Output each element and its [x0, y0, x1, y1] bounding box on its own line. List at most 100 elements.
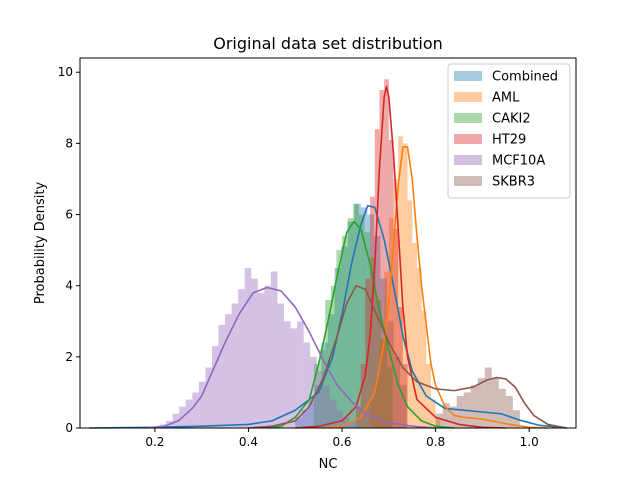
histogram-bar — [270, 271, 278, 428]
histogram-bar — [251, 278, 258, 428]
legend-swatch — [454, 155, 482, 165]
histogram-bar — [205, 367, 212, 428]
histogram-bar — [172, 413, 180, 428]
histogram-bar — [456, 395, 464, 428]
histogram-bar — [347, 221, 355, 428]
histogram-bar — [321, 342, 328, 428]
histogram-bar — [435, 417, 441, 428]
histogram-bar — [192, 392, 199, 428]
histogram-bar — [388, 139, 394, 428]
x-axis-label: NC — [319, 457, 338, 472]
histogram-bar — [398, 307, 403, 428]
kde-line-aml — [323, 146, 548, 429]
histogram-bar — [407, 200, 413, 428]
histogram-bar — [398, 136, 403, 428]
histogram-bar — [290, 328, 298, 428]
y-tick-label: 8 — [65, 136, 73, 150]
x-tick-label: 0.6 — [332, 435, 351, 449]
histogram-bar — [393, 356, 401, 428]
y-axis-ticks: 0 2 4 6 8 10 — [58, 65, 80, 435]
legend-swatch — [454, 134, 482, 144]
legend-swatch — [454, 71, 482, 81]
histogram-bar — [313, 363, 320, 428]
histogram-bar — [402, 363, 408, 428]
histogram-bar — [319, 349, 326, 428]
histogram-bar — [498, 388, 506, 428]
histogram-bar — [470, 385, 478, 428]
histogram-bar — [412, 243, 417, 428]
x-tick-label: 1.0 — [520, 435, 539, 449]
chart-title: Original data set distribution — [213, 34, 443, 53]
x-tick-label: 0.2 — [145, 435, 164, 449]
histogram-bar — [328, 314, 335, 428]
y-tick-label: 2 — [65, 350, 73, 364]
legend-label: SKBR3 — [492, 175, 535, 190]
legend-swatch — [454, 92, 482, 102]
bars-aml — [370, 136, 441, 428]
legend-label: CAKI2 — [492, 112, 531, 127]
kde-line-skbr3 — [248, 284, 567, 429]
legend-box — [447, 63, 571, 199]
histogram-bar — [257, 292, 265, 428]
histogram-bar — [384, 271, 389, 428]
histogram-bar — [303, 342, 311, 428]
histogram-bar — [301, 410, 309, 428]
legend-label: Combined — [492, 70, 558, 85]
histogram-bar — [393, 178, 399, 428]
histogram-bar — [353, 203, 359, 428]
histogram-bar — [421, 310, 427, 428]
histogram-bar — [379, 339, 385, 428]
kde-curves — [89, 85, 567, 429]
histogram-bar — [347, 218, 354, 428]
histogram-bar — [244, 267, 252, 428]
histogram-bar — [360, 363, 366, 428]
y-tick-label: 6 — [65, 208, 73, 222]
histogram-bar — [364, 232, 371, 428]
bars-mcf10a — [159, 267, 357, 428]
histogram-bar — [316, 371, 324, 428]
histogram-bar — [373, 235, 381, 428]
histogram-bar — [336, 250, 343, 428]
x-tick-label: 0.8 — [426, 435, 445, 449]
histogram-bar — [442, 403, 450, 428]
histogram-bar — [330, 285, 337, 428]
y-tick-label: 0 — [65, 421, 73, 435]
histogram-bar — [238, 289, 245, 428]
histogram-bar — [284, 321, 291, 428]
histogram-bar — [430, 399, 436, 428]
histogram-bar — [329, 399, 337, 428]
histogram-bar — [225, 314, 232, 428]
histogram-bar — [386, 367, 393, 428]
x-tick-label: 0.4 — [239, 435, 258, 449]
histogram-bar — [370, 257, 376, 428]
histogram-bar — [380, 278, 387, 428]
histogram-bar — [323, 385, 330, 428]
legend: Combined AML CAKI2 HT29 MCF10A SKBR3 — [447, 63, 571, 199]
histogram-bar — [484, 367, 492, 428]
legend-label: MCF10A — [492, 154, 545, 169]
histogram-bar — [342, 417, 350, 428]
histogram-bar — [381, 339, 387, 428]
histogram-bar — [505, 395, 513, 428]
plot-frame — [79, 57, 577, 429]
histogram-bar — [277, 303, 285, 428]
histogram-bar — [426, 363, 431, 428]
histogram-bar — [314, 385, 322, 428]
histogram-bar — [370, 196, 375, 428]
kde-line-caki2 — [267, 220, 455, 429]
histogram-bar — [393, 228, 399, 428]
histogram-bar — [360, 207, 368, 428]
legend-label: AML — [492, 91, 520, 106]
histogram-bar — [310, 356, 317, 428]
histogram-bar — [449, 406, 457, 428]
histogram-bar — [295, 417, 302, 428]
histogram-bar — [308, 399, 315, 428]
histogram-bar — [264, 285, 271, 428]
histogram-bar — [379, 90, 385, 429]
y-tick-label: 10 — [58, 65, 73, 79]
legend-swatch — [454, 113, 482, 123]
histogram-bar — [386, 321, 394, 428]
histogram-bars — [159, 79, 520, 429]
histogram-bar — [211, 346, 219, 428]
